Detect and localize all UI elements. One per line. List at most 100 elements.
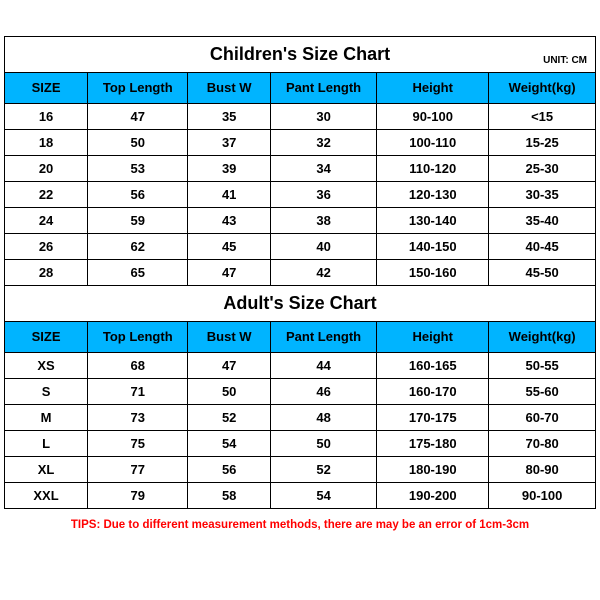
table-cell: 38 — [270, 207, 376, 233]
table-cell: 160-165 — [377, 352, 489, 378]
table-row: 18503732100-11015-25 — [5, 129, 595, 155]
table-cell: 46 — [270, 378, 376, 404]
table-row: XXL795854190-20090-100 — [5, 482, 595, 508]
table-cell: 50-55 — [489, 352, 595, 378]
table-row: 1647353090-100<15 — [5, 103, 595, 129]
table-cell: 40-45 — [489, 233, 595, 259]
col-header-top: Top Length — [88, 322, 188, 352]
col-header-top: Top Length — [88, 73, 188, 103]
table-cell: 52 — [188, 404, 271, 430]
table-cell: <15 — [489, 103, 595, 129]
table-cell: 43 — [188, 207, 271, 233]
table-cell: 73 — [88, 404, 188, 430]
table-cell: 32 — [270, 129, 376, 155]
tips-note: TIPS: Due to different measurement metho… — [4, 509, 596, 535]
size-chart-container: Children's Size Chart UNIT: CM SIZE Top … — [0, 0, 600, 600]
table-row: XL775652180-19080-90 — [5, 456, 595, 482]
table-cell: 15-25 — [489, 129, 595, 155]
table-row: M735248170-17560-70 — [5, 404, 595, 430]
table-cell: 160-170 — [377, 378, 489, 404]
table-cell: 45 — [188, 233, 271, 259]
table-cell: 42 — [270, 259, 376, 285]
table-cell: 26 — [5, 233, 88, 259]
table-cell: 190-200 — [377, 482, 489, 508]
table-cell: XL — [5, 456, 88, 482]
table-cell: 25-30 — [489, 155, 595, 181]
adult-chart-title: Adult's Size Chart — [223, 293, 376, 314]
table-cell: 53 — [88, 155, 188, 181]
table-cell: 65 — [88, 259, 188, 285]
col-header-weight: Weight(kg) — [489, 322, 595, 352]
table-cell: XS — [5, 352, 88, 378]
table-row: 20533934110-12025-30 — [5, 155, 595, 181]
table-cell: 22 — [5, 181, 88, 207]
table-cell: 68 — [88, 352, 188, 378]
adult-chart-table: SIZE Top Length Bust W Pant Length Heigh… — [5, 322, 595, 508]
table-cell: 175-180 — [377, 430, 489, 456]
col-header-size: SIZE — [5, 73, 88, 103]
table-cell: 140-150 — [377, 233, 489, 259]
table-cell: 52 — [270, 456, 376, 482]
table-cell: 39 — [188, 155, 271, 181]
table-cell: S — [5, 378, 88, 404]
adult-size-chart: Adult's Size Chart SIZE Top Length Bust … — [4, 286, 596, 509]
table-row: 28654742150-16045-50 — [5, 259, 595, 285]
children-chart-table: SIZE Top Length Bust W Pant Length Heigh… — [5, 73, 595, 285]
col-header-pant: Pant Length — [270, 322, 376, 352]
table-cell: 71 — [88, 378, 188, 404]
table-cell: 70-80 — [489, 430, 595, 456]
table-cell: XXL — [5, 482, 88, 508]
table-cell: 90-100 — [377, 103, 489, 129]
table-cell: 35 — [188, 103, 271, 129]
table-cell: 60-70 — [489, 404, 595, 430]
table-cell: 50 — [88, 129, 188, 155]
table-cell: 56 — [188, 456, 271, 482]
col-header-height: Height — [377, 73, 489, 103]
table-cell: 24 — [5, 207, 88, 233]
table-header-row: SIZE Top Length Bust W Pant Length Heigh… — [5, 322, 595, 352]
table-cell: 30-35 — [489, 181, 595, 207]
table-cell: 55-60 — [489, 378, 595, 404]
table-row: L755450175-18070-80 — [5, 430, 595, 456]
table-cell: 180-190 — [377, 456, 489, 482]
table-cell: 120-130 — [377, 181, 489, 207]
table-cell: 130-140 — [377, 207, 489, 233]
table-cell: 54 — [270, 482, 376, 508]
table-row: 22564136120-13030-35 — [5, 181, 595, 207]
table-cell: 79 — [88, 482, 188, 508]
table-cell: 80-90 — [489, 456, 595, 482]
table-cell: 35-40 — [489, 207, 595, 233]
table-cell: 30 — [270, 103, 376, 129]
children-chart-title: Children's Size Chart — [210, 44, 390, 65]
table-cell: L — [5, 430, 88, 456]
table-cell: 47 — [88, 103, 188, 129]
table-cell: 36 — [270, 181, 376, 207]
table-cell: 34 — [270, 155, 376, 181]
table-cell: 58 — [188, 482, 271, 508]
table-row: 24594338130-14035-40 — [5, 207, 595, 233]
table-cell: 50 — [270, 430, 376, 456]
table-cell: 40 — [270, 233, 376, 259]
col-header-pant: Pant Length — [270, 73, 376, 103]
table-cell: 150-160 — [377, 259, 489, 285]
table-row: S715046160-17055-60 — [5, 378, 595, 404]
table-cell: 90-100 — [489, 482, 595, 508]
col-header-height: Height — [377, 322, 489, 352]
children-chart-title-row: Children's Size Chart UNIT: CM — [5, 37, 595, 73]
table-cell: M — [5, 404, 88, 430]
table-cell: 54 — [188, 430, 271, 456]
table-row: 26624540140-15040-45 — [5, 233, 595, 259]
table-cell: 59 — [88, 207, 188, 233]
table-cell: 170-175 — [377, 404, 489, 430]
table-cell: 20 — [5, 155, 88, 181]
table-cell: 18 — [5, 129, 88, 155]
col-header-bust: Bust W — [188, 322, 271, 352]
table-cell: 44 — [270, 352, 376, 378]
table-cell: 47 — [188, 352, 271, 378]
table-cell: 16 — [5, 103, 88, 129]
table-header-row: SIZE Top Length Bust W Pant Length Heigh… — [5, 73, 595, 103]
adult-chart-title-row: Adult's Size Chart — [5, 286, 595, 322]
table-cell: 37 — [188, 129, 271, 155]
col-header-weight: Weight(kg) — [489, 73, 595, 103]
table-cell: 100-110 — [377, 129, 489, 155]
